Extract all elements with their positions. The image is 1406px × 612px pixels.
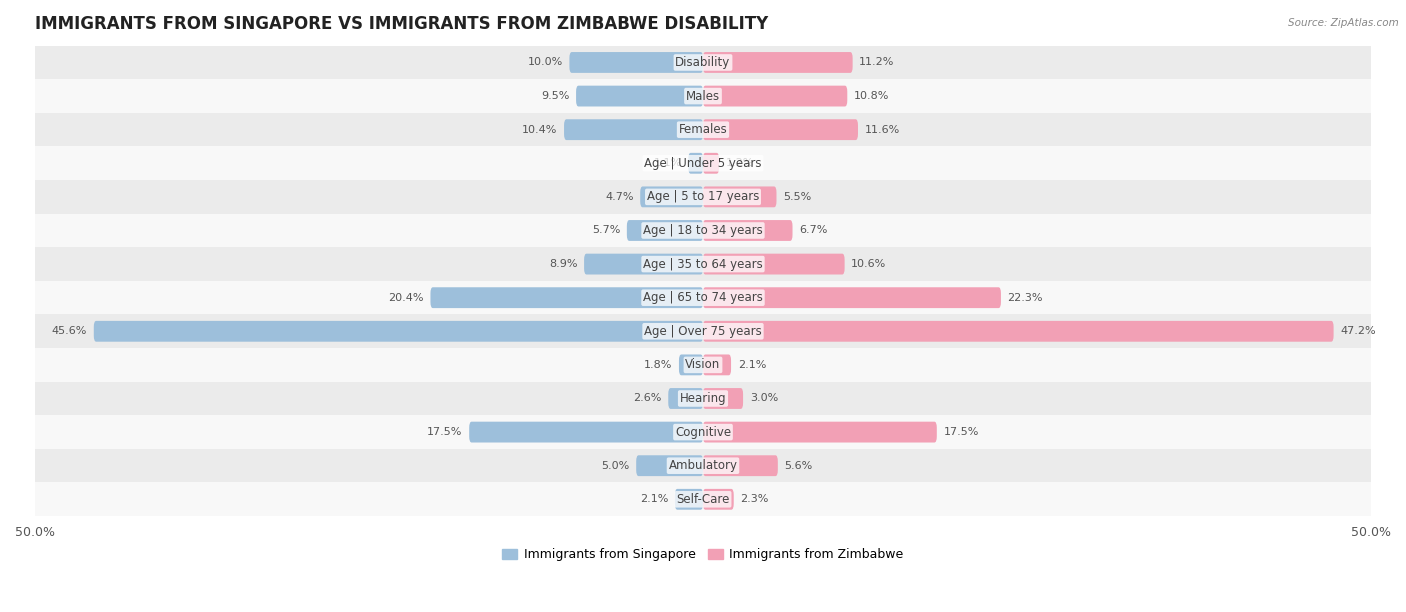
FancyBboxPatch shape <box>470 422 703 442</box>
Text: Source: ZipAtlas.com: Source: ZipAtlas.com <box>1288 18 1399 28</box>
Text: Hearing: Hearing <box>679 392 727 405</box>
Text: Age | Over 75 years: Age | Over 75 years <box>644 325 762 338</box>
FancyBboxPatch shape <box>689 153 703 174</box>
Text: Self-Care: Self-Care <box>676 493 730 506</box>
FancyBboxPatch shape <box>564 119 703 140</box>
Text: 1.1%: 1.1% <box>654 159 682 168</box>
Bar <box>35 247 1371 281</box>
Bar <box>35 80 1371 113</box>
Text: Disability: Disability <box>675 56 731 69</box>
Bar <box>35 146 1371 180</box>
Bar <box>35 281 1371 315</box>
Text: 22.3%: 22.3% <box>1008 293 1043 303</box>
Text: 3.0%: 3.0% <box>749 394 778 403</box>
Bar <box>35 416 1371 449</box>
FancyBboxPatch shape <box>679 354 703 375</box>
Text: 10.8%: 10.8% <box>853 91 890 101</box>
FancyBboxPatch shape <box>703 119 858 140</box>
FancyBboxPatch shape <box>640 187 703 207</box>
Text: 11.6%: 11.6% <box>865 125 900 135</box>
Bar <box>35 482 1371 516</box>
Text: Ambulatory: Ambulatory <box>668 459 738 472</box>
FancyBboxPatch shape <box>703 455 778 476</box>
Text: IMMIGRANTS FROM SINGAPORE VS IMMIGRANTS FROM ZIMBABWE DISABILITY: IMMIGRANTS FROM SINGAPORE VS IMMIGRANTS … <box>35 15 768 33</box>
Text: Age | Under 5 years: Age | Under 5 years <box>644 157 762 170</box>
Text: Vision: Vision <box>685 359 721 371</box>
Text: 9.5%: 9.5% <box>541 91 569 101</box>
Text: 2.3%: 2.3% <box>741 494 769 504</box>
Text: 20.4%: 20.4% <box>388 293 423 303</box>
Bar <box>35 214 1371 247</box>
Text: 5.7%: 5.7% <box>592 225 620 236</box>
FancyBboxPatch shape <box>703 187 776 207</box>
Text: 2.6%: 2.6% <box>633 394 662 403</box>
Bar <box>35 382 1371 416</box>
FancyBboxPatch shape <box>703 253 845 275</box>
Bar <box>35 113 1371 146</box>
Text: 1.2%: 1.2% <box>725 159 754 168</box>
Text: 4.7%: 4.7% <box>605 192 634 202</box>
FancyBboxPatch shape <box>583 253 703 275</box>
Text: 10.4%: 10.4% <box>522 125 557 135</box>
Bar <box>35 348 1371 382</box>
Text: 10.6%: 10.6% <box>851 259 887 269</box>
Bar <box>35 46 1371 80</box>
FancyBboxPatch shape <box>703 321 1334 341</box>
FancyBboxPatch shape <box>703 388 744 409</box>
Text: 2.1%: 2.1% <box>738 360 766 370</box>
Bar <box>35 315 1371 348</box>
FancyBboxPatch shape <box>94 321 703 341</box>
FancyBboxPatch shape <box>703 220 793 241</box>
Text: 5.0%: 5.0% <box>602 461 630 471</box>
Text: 17.5%: 17.5% <box>427 427 463 437</box>
FancyBboxPatch shape <box>703 354 731 375</box>
FancyBboxPatch shape <box>703 153 718 174</box>
Text: Age | 18 to 34 years: Age | 18 to 34 years <box>643 224 763 237</box>
FancyBboxPatch shape <box>703 287 1001 308</box>
FancyBboxPatch shape <box>703 489 734 510</box>
FancyBboxPatch shape <box>569 52 703 73</box>
FancyBboxPatch shape <box>430 287 703 308</box>
FancyBboxPatch shape <box>703 86 848 106</box>
FancyBboxPatch shape <box>668 388 703 409</box>
Text: 10.0%: 10.0% <box>527 58 562 67</box>
Bar <box>35 449 1371 482</box>
Text: 45.6%: 45.6% <box>52 326 87 336</box>
Text: 5.5%: 5.5% <box>783 192 811 202</box>
Legend: Immigrants from Singapore, Immigrants from Zimbabwe: Immigrants from Singapore, Immigrants fr… <box>498 543 908 566</box>
Text: Age | 5 to 17 years: Age | 5 to 17 years <box>647 190 759 203</box>
Text: 6.7%: 6.7% <box>799 225 828 236</box>
FancyBboxPatch shape <box>576 86 703 106</box>
Text: Cognitive: Cognitive <box>675 425 731 439</box>
FancyBboxPatch shape <box>703 422 936 442</box>
Text: Males: Males <box>686 89 720 103</box>
FancyBboxPatch shape <box>636 455 703 476</box>
Text: 8.9%: 8.9% <box>548 259 578 269</box>
Text: 47.2%: 47.2% <box>1340 326 1376 336</box>
FancyBboxPatch shape <box>627 220 703 241</box>
FancyBboxPatch shape <box>675 489 703 510</box>
Text: 17.5%: 17.5% <box>943 427 979 437</box>
Text: Age | 65 to 74 years: Age | 65 to 74 years <box>643 291 763 304</box>
FancyBboxPatch shape <box>703 52 852 73</box>
Bar <box>35 180 1371 214</box>
Text: Females: Females <box>679 123 727 136</box>
Text: Age | 35 to 64 years: Age | 35 to 64 years <box>643 258 763 271</box>
Text: 2.1%: 2.1% <box>640 494 668 504</box>
Text: 1.8%: 1.8% <box>644 360 672 370</box>
Text: 5.6%: 5.6% <box>785 461 813 471</box>
Text: 11.2%: 11.2% <box>859 58 894 67</box>
